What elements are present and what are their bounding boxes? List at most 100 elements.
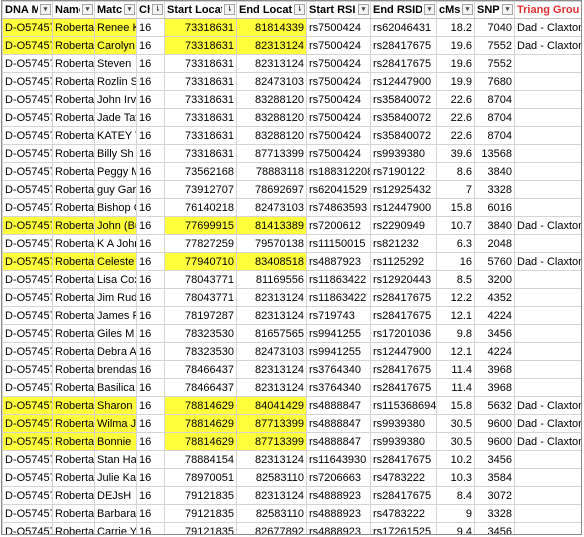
cell-cms[interactable]: 12.1: [436, 306, 475, 325]
cell-start-location[interactable]: 73318631: [164, 108, 237, 127]
cell-match[interactable]: John (Bu: [94, 216, 137, 235]
cell-start-rsid[interactable]: rs4888923: [306, 504, 371, 523]
cell-start-rsid[interactable]: rs4888923: [306, 486, 371, 505]
cell-end-rsid[interactable]: rs62046431: [370, 18, 437, 37]
cell-start-location[interactable]: 78466437: [164, 378, 237, 397]
cell-triang-group[interactable]: [514, 378, 581, 397]
cell-end-rsid[interactable]: rs28417675: [370, 36, 437, 55]
cell-name[interactable]: Roberta: [52, 342, 95, 361]
cell-triang-group[interactable]: [514, 126, 581, 145]
cell-end-location[interactable]: 82313124: [236, 378, 307, 397]
cell-cms[interactable]: 9: [436, 504, 475, 523]
cell-chr[interactable]: 16: [136, 198, 165, 217]
cell-start-location[interactable]: 78814629: [164, 396, 237, 415]
cell-start-location[interactable]: 73318631: [164, 144, 237, 163]
cell-start-location[interactable]: 77827259: [164, 234, 237, 253]
cell-cms[interactable]: 18.2: [436, 18, 475, 37]
cell-chr[interactable]: 16: [136, 216, 165, 235]
cell-start-location[interactable]: 73318631: [164, 54, 237, 73]
cell-snps[interactable]: 3584: [474, 468, 515, 487]
cell-dna[interactable]: D-O57457: [2, 54, 53, 73]
cell-snps[interactable]: 3072: [474, 486, 515, 505]
cell-end-location[interactable]: 82313124: [236, 306, 307, 325]
cell-match[interactable]: guy Gar: [94, 180, 137, 199]
cell-match[interactable]: Peggy M: [94, 162, 137, 181]
cell-end-rsid[interactable]: rs17201036: [370, 324, 437, 343]
cell-end-location[interactable]: 82473103: [236, 198, 307, 217]
cell-start-location[interactable]: 78970051: [164, 468, 237, 487]
cell-chr[interactable]: 16: [136, 504, 165, 523]
cell-start-rsid[interactable]: rs9941255: [306, 324, 371, 343]
cell-cms[interactable]: 7: [436, 180, 475, 199]
filter-dropdown-icon[interactable]: ▾: [124, 4, 135, 15]
cell-chr[interactable]: 16: [136, 234, 165, 253]
cell-start-rsid[interactable]: rs7500424: [306, 72, 371, 91]
cell-chr[interactable]: 16: [136, 360, 165, 379]
cell-start-location[interactable]: 78884154: [164, 450, 237, 469]
cell-match[interactable]: KATEY T: [94, 126, 137, 145]
cell-start-rsid[interactable]: rs11863422: [306, 270, 371, 289]
cell-match[interactable]: Bishop C: [94, 198, 137, 217]
cell-chr[interactable]: 16: [136, 36, 165, 55]
cell-name[interactable]: Roberta: [52, 432, 95, 451]
cell-cms[interactable]: 8.4: [436, 486, 475, 505]
cell-name[interactable]: Roberta: [52, 72, 95, 91]
cell-start-rsid[interactable]: rs9941255: [306, 342, 371, 361]
cell-dna[interactable]: D-O57457: [2, 126, 53, 145]
col-header-chr[interactable]: Ch⇂: [136, 1, 165, 19]
cell-chr[interactable]: 16: [136, 288, 165, 307]
cell-end-location[interactable]: 82313124: [236, 486, 307, 505]
cell-triang-group[interactable]: [514, 270, 581, 289]
cell-dna[interactable]: D-O57457: [2, 162, 53, 181]
cell-snps[interactable]: 3840: [474, 216, 515, 235]
col-header-dna[interactable]: DNA M ▾: [2, 1, 53, 19]
cell-name[interactable]: Roberta: [52, 324, 95, 343]
cell-triang-group[interactable]: [514, 486, 581, 505]
cell-name[interactable]: Roberta: [52, 252, 95, 271]
cell-end-rsid[interactable]: rs115368694: [370, 396, 437, 415]
cell-triang-group[interactable]: [514, 504, 581, 523]
cell-chr[interactable]: 16: [136, 432, 165, 451]
cell-cms[interactable]: 8.5: [436, 270, 475, 289]
cell-dna[interactable]: D-O57457: [2, 108, 53, 127]
cell-start-location[interactable]: 76140218: [164, 198, 237, 217]
cell-match[interactable]: Renee K: [94, 18, 137, 37]
cell-match[interactable]: Rozlin S: [94, 72, 137, 91]
cell-dna[interactable]: D-O57457: [2, 414, 53, 433]
cell-match[interactable]: Giles M: [94, 324, 137, 343]
col-header-start-location[interactable]: Start Locatio⇂: [164, 1, 237, 19]
cell-chr[interactable]: 16: [136, 450, 165, 469]
cell-end-location[interactable]: 83408518: [236, 252, 307, 271]
cell-match[interactable]: K A John: [94, 234, 137, 253]
cell-name[interactable]: Roberta: [52, 108, 95, 127]
cell-start-rsid[interactable]: rs4888847: [306, 396, 371, 415]
cell-match[interactable]: Jim Rud: [94, 288, 137, 307]
cell-start-rsid[interactable]: rs7500424: [306, 54, 371, 73]
cell-end-location[interactable]: 87713399: [236, 432, 307, 451]
cell-cms[interactable]: 19.9: [436, 72, 475, 91]
cell-triang-group[interactable]: [514, 306, 581, 325]
cell-end-location[interactable]: 87713399: [236, 144, 307, 163]
sort-filter-icon[interactable]: ⇂: [224, 4, 235, 15]
cell-start-location[interactable]: 78323530: [164, 342, 237, 361]
cell-dna[interactable]: D-O57457: [2, 72, 53, 91]
cell-cms[interactable]: 12.2: [436, 288, 475, 307]
cell-dna[interactable]: D-O57457: [2, 36, 53, 55]
cell-cms[interactable]: 22.6: [436, 126, 475, 145]
cell-triang-group[interactable]: Dad - Claxton: [514, 396, 581, 415]
cell-end-rsid[interactable]: rs7190122: [370, 162, 437, 181]
cell-chr[interactable]: 16: [136, 342, 165, 361]
cell-match[interactable]: James R: [94, 306, 137, 325]
cell-end-rsid[interactable]: rs9939380: [370, 144, 437, 163]
cell-cms[interactable]: 30.5: [436, 414, 475, 433]
cell-triang-group[interactable]: Dad - Claxton: [514, 252, 581, 271]
cell-match[interactable]: Jade Tay: [94, 108, 137, 127]
col-header-name[interactable]: Name▾: [52, 1, 95, 19]
cell-triang-group[interactable]: [514, 468, 581, 487]
cell-name[interactable]: Roberta: [52, 378, 95, 397]
cell-start-rsid[interactable]: rs719743: [306, 306, 371, 325]
cell-dna[interactable]: D-O57457: [2, 252, 53, 271]
cell-end-location[interactable]: 82583110: [236, 468, 307, 487]
cell-end-rsid[interactable]: rs35840072: [370, 126, 437, 145]
col-header-start-rsid[interactable]: Start RSID▾: [306, 1, 371, 19]
